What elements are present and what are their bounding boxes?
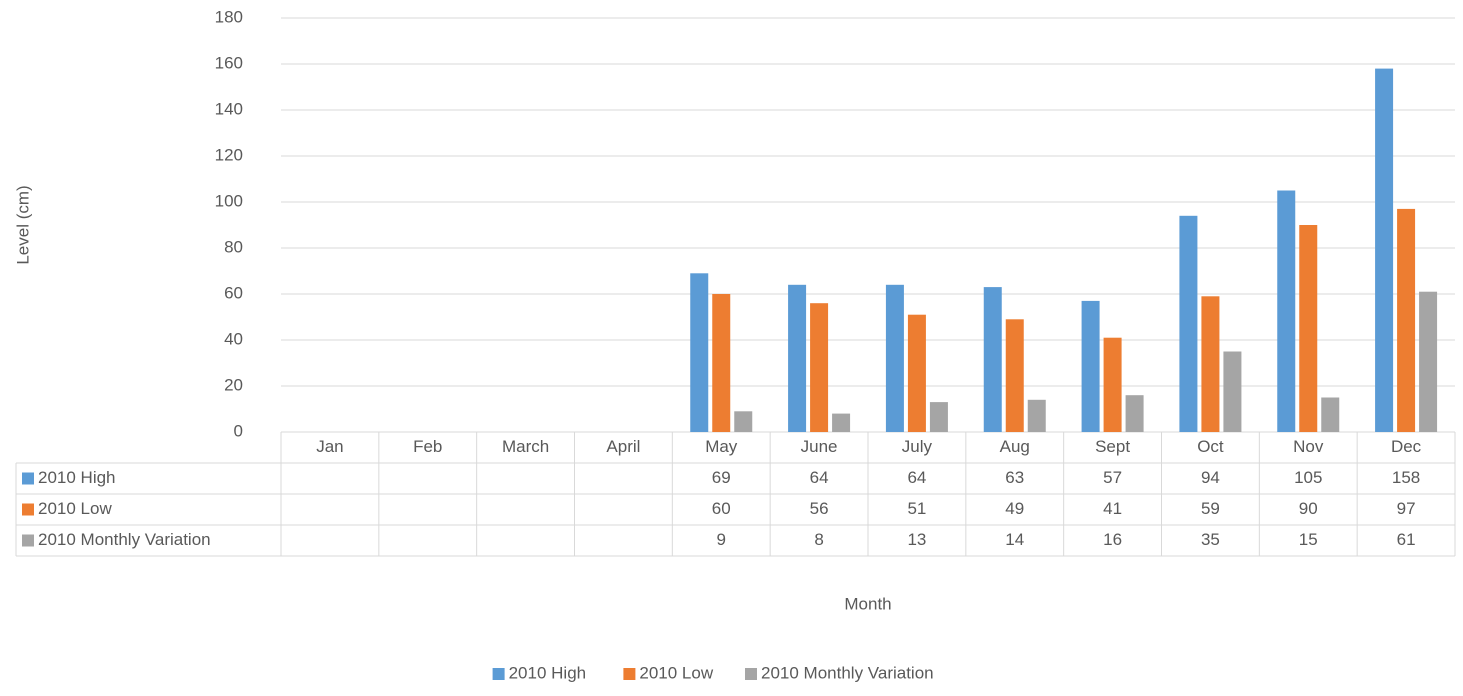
table-cell: 59	[1201, 499, 1220, 518]
bar	[690, 273, 709, 432]
table-cell: 35	[1201, 530, 1220, 549]
bar	[832, 413, 851, 432]
bar	[1223, 351, 1242, 432]
table-cell: 13	[907, 530, 926, 549]
bar	[1201, 296, 1220, 432]
y-tick-label: 180	[215, 7, 243, 26]
y-tick-label: 60	[224, 283, 243, 302]
bar	[1299, 225, 1318, 432]
bar	[1321, 397, 1340, 432]
table-cell: 56	[810, 499, 829, 518]
y-tick-label: 80	[224, 237, 243, 256]
x-tick-label: March	[502, 437, 549, 456]
table-cell: 51	[907, 499, 926, 518]
x-tick-label: April	[606, 437, 640, 456]
x-tick-label: Aug	[1000, 437, 1030, 456]
table-cell: 60	[712, 499, 731, 518]
x-tick-label: July	[902, 437, 933, 456]
table-cell: 63	[1005, 468, 1024, 487]
table-cell: 57	[1103, 468, 1122, 487]
y-tick-label: 120	[215, 145, 243, 164]
legend-key	[623, 668, 636, 680]
bar	[983, 287, 1002, 432]
table-cell: 97	[1397, 499, 1416, 518]
x-tick-label: Dec	[1391, 437, 1422, 456]
table-cell: 8	[814, 530, 823, 549]
table-legend-key	[22, 472, 34, 485]
legend-label: 2010 Monthly Variation	[761, 663, 934, 682]
bar	[1005, 319, 1024, 432]
table-cell: 16	[1103, 530, 1122, 549]
y-tick-label: 160	[215, 53, 243, 72]
legend-label: 2010 Low	[639, 663, 713, 682]
table-cell: 15	[1299, 530, 1318, 549]
bar	[712, 294, 731, 432]
table-cell: 61	[1397, 530, 1416, 549]
y-tick-label: 100	[215, 191, 243, 210]
bar	[1103, 337, 1122, 432]
bar	[885, 284, 904, 432]
table-cell: 9	[717, 530, 726, 549]
x-tick-label: Oct	[1197, 437, 1224, 456]
x-tick-label: May	[705, 437, 738, 456]
table-cell: 41	[1103, 499, 1122, 518]
bar	[929, 402, 948, 432]
y-tick-label: 140	[215, 99, 243, 118]
table-row-label: 2010 Monthly Variation	[38, 530, 211, 549]
table-row-label: 2010 Low	[38, 499, 112, 518]
table-cell: 105	[1294, 468, 1322, 487]
bar	[1397, 208, 1416, 432]
bar	[1081, 300, 1100, 432]
x-tick-label: Nov	[1293, 437, 1324, 456]
table-cell: 90	[1299, 499, 1318, 518]
y-tick-label: 40	[224, 329, 243, 348]
bar	[734, 411, 753, 432]
x-tick-label: Feb	[413, 437, 442, 456]
table-legend-key	[22, 534, 34, 547]
table-legend-key	[22, 503, 34, 516]
x-tick-label: June	[801, 437, 838, 456]
table-cell: 94	[1201, 468, 1220, 487]
table-cell: 14	[1005, 530, 1024, 549]
bar	[1277, 190, 1296, 432]
bar	[1179, 215, 1198, 432]
table-cell: 64	[907, 468, 926, 487]
y-tick-label: 20	[224, 375, 243, 394]
y-axis-label: Level (cm)	[13, 185, 32, 264]
x-axis-label: Month	[844, 594, 891, 613]
x-tick-label: Jan	[316, 437, 343, 456]
y-tick-label: 0	[234, 421, 243, 440]
legend-key	[492, 668, 505, 680]
bar	[810, 303, 829, 432]
bar	[1125, 395, 1144, 432]
bar	[788, 284, 807, 432]
table-cell: 69	[712, 468, 731, 487]
bar	[1027, 399, 1046, 432]
table-cell: 64	[810, 468, 829, 487]
table-row-label: 2010 High	[38, 468, 116, 487]
bar	[907, 314, 926, 432]
bar	[1419, 291, 1438, 432]
bar	[1375, 68, 1394, 432]
table-cell: 49	[1005, 499, 1024, 518]
legend-key	[745, 668, 757, 680]
legend-label: 2010 High	[509, 663, 587, 682]
table-cell: 158	[1392, 468, 1420, 487]
x-tick-label: Sept	[1095, 437, 1130, 456]
